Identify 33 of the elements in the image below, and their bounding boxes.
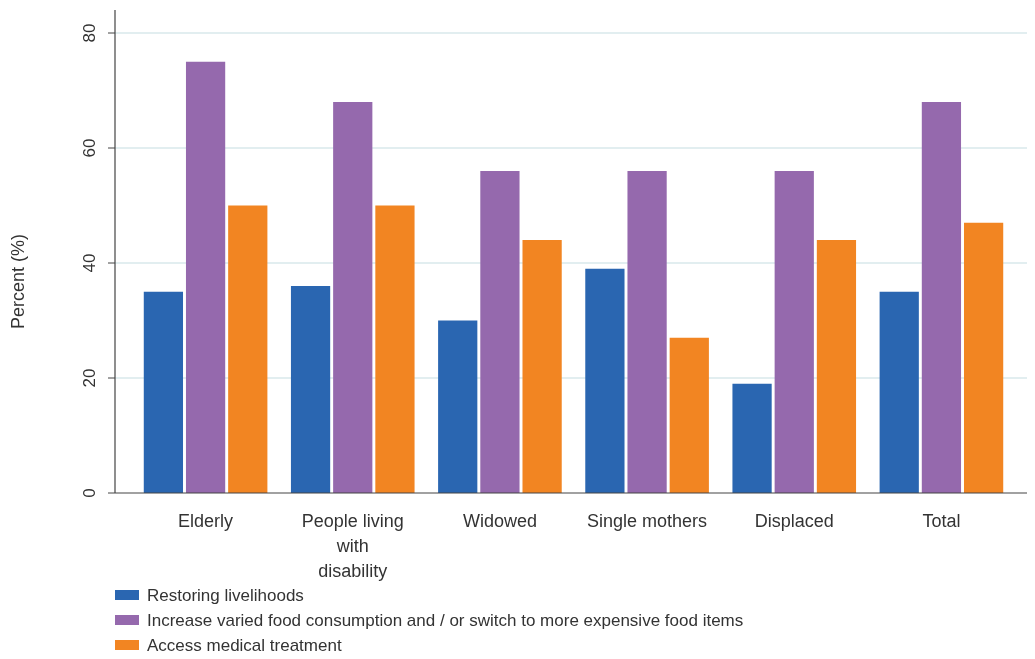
x-tick-label: Elderly (178, 511, 234, 531)
y-tick-label: 20 (80, 368, 99, 388)
y-tick-label: 40 (80, 253, 99, 273)
bar (438, 320, 478, 493)
legend-label: Increase varied food consumption and / or switch to more expensive food items (147, 611, 744, 630)
bar (143, 291, 184, 493)
bar (522, 240, 562, 493)
x-tick-label: Widowed (462, 511, 537, 531)
bar (669, 337, 709, 493)
bar (879, 291, 919, 493)
legend-label: Restoring livelihoods (147, 586, 304, 605)
bar (732, 383, 772, 493)
bar (185, 61, 226, 493)
bar (480, 171, 520, 493)
bar (375, 205, 415, 493)
y-tick-label: 0 (80, 488, 99, 498)
bar (816, 240, 857, 493)
bar (921, 102, 962, 493)
bar (774, 171, 814, 493)
y-axis-title: Percent (%) (8, 233, 28, 330)
bar (585, 268, 625, 493)
legend-label: Access medical treatment (147, 636, 342, 655)
x-tick-label: Displaced (754, 511, 834, 531)
y-tick-label: 80 (80, 23, 99, 43)
bar (627, 171, 667, 493)
x-tick-label: Single mothers (587, 511, 708, 531)
bar (228, 205, 268, 493)
bar (963, 222, 1004, 493)
bar (290, 286, 331, 493)
y-tick-label: 60 (80, 138, 99, 158)
bar (333, 102, 373, 493)
x-tick-label: People living with disability (301, 511, 404, 581)
x-tick-label: Total (922, 511, 961, 531)
